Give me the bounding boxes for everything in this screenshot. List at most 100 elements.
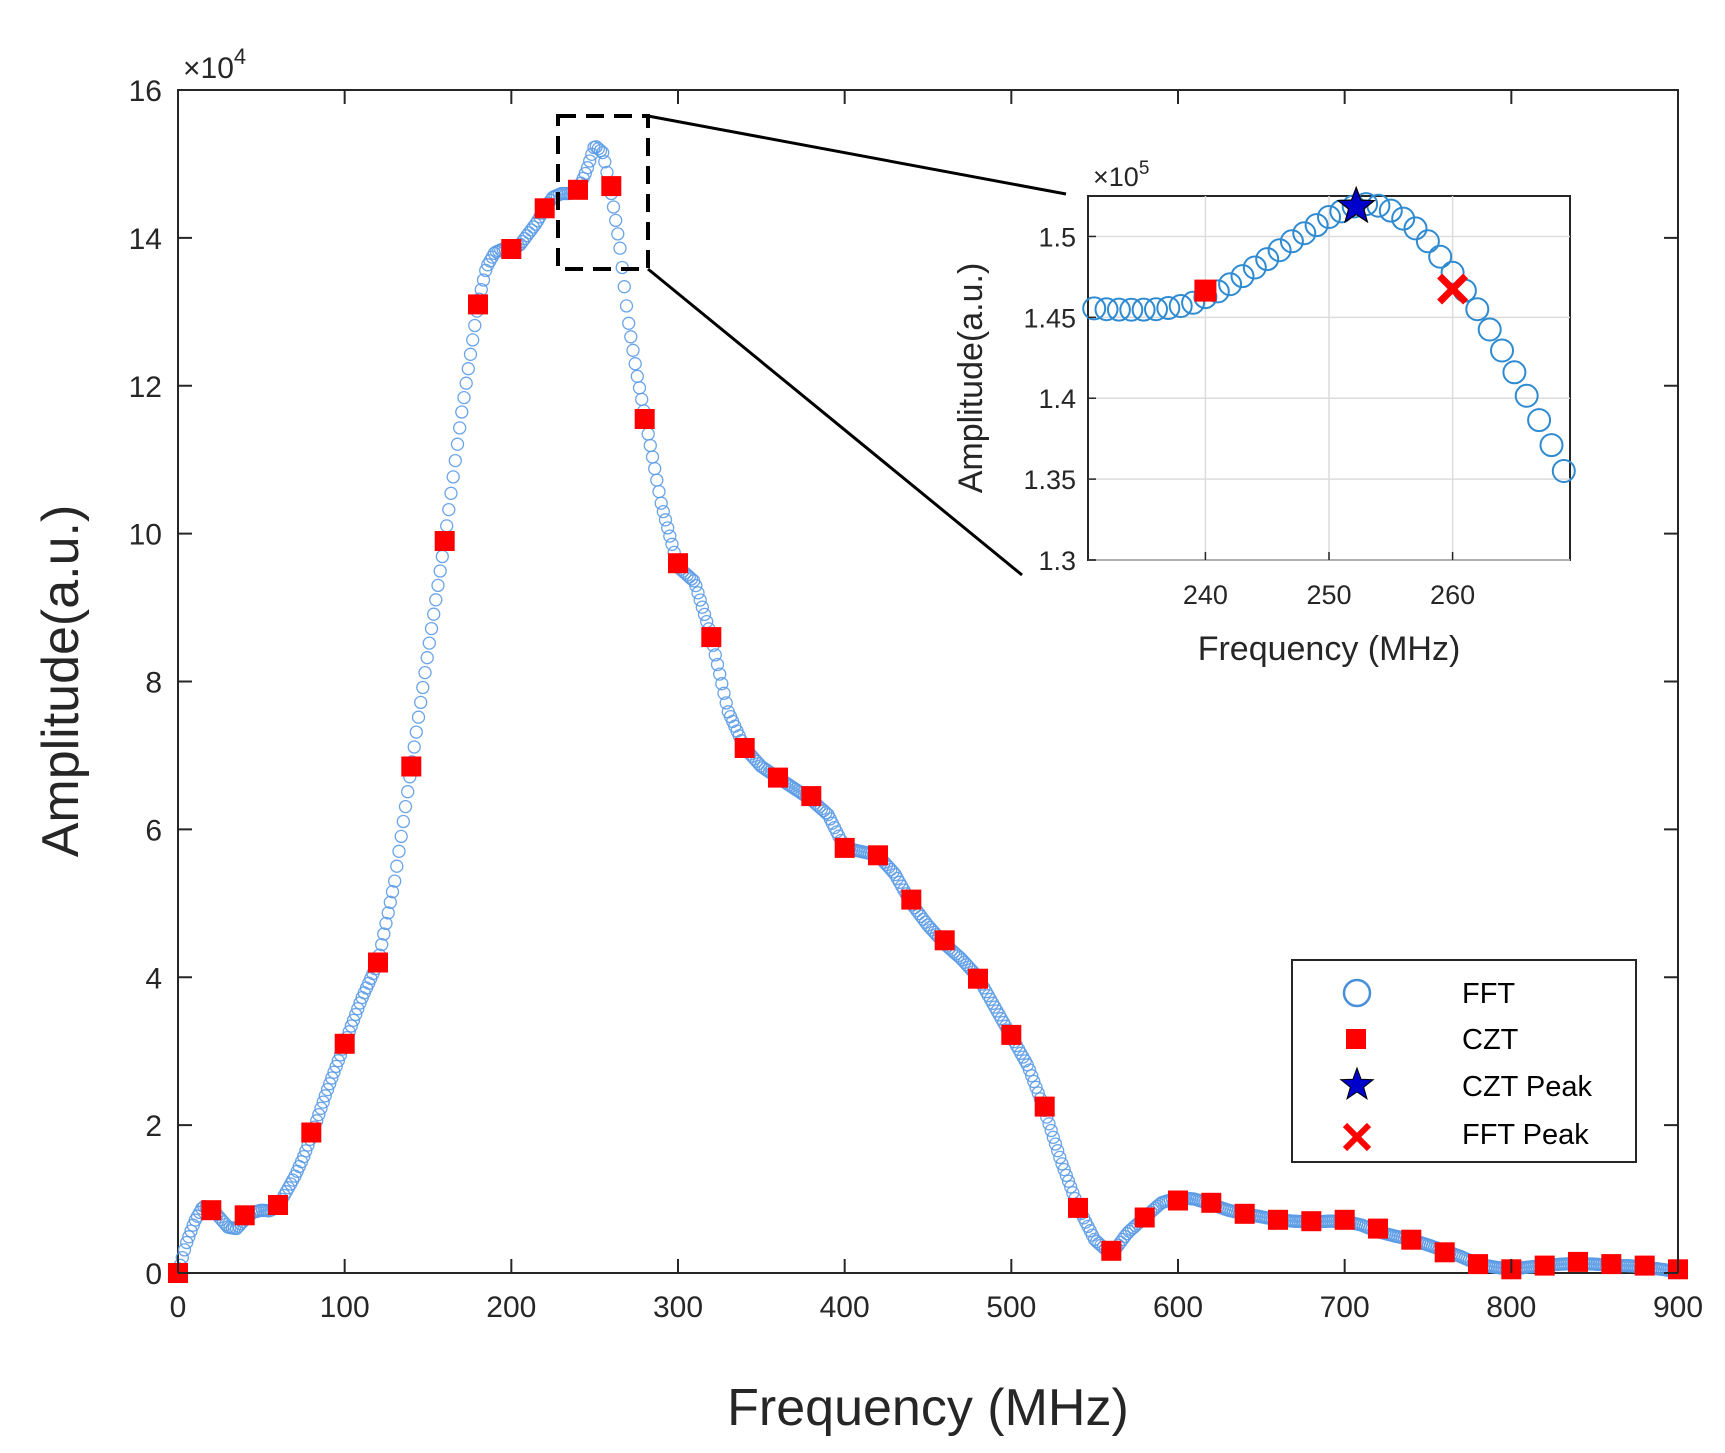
y-tick-label: 6 [145, 814, 162, 847]
fft-marker [463, 347, 478, 361]
inset-fft-marker [1119, 297, 1144, 322]
czt-marker [1468, 1254, 1488, 1275]
fft-marker [420, 651, 434, 665]
fft-marker [580, 161, 595, 175]
inset-fft-marker [1539, 433, 1564, 458]
x-tick-label: 300 [653, 1291, 703, 1324]
czt-marker [534, 198, 555, 219]
inset-fft-marker [1168, 294, 1193, 318]
inset-y-tick-label: 1.45 [1023, 303, 1076, 333]
fft-marker [1048, 1137, 1063, 1151]
fft-marker [416, 680, 430, 695]
inset-fft-marker [1131, 297, 1156, 322]
fft-marker [180, 1235, 194, 1250]
legend-label-czt: CZT [1462, 1024, 1519, 1056]
inset-fft-marker [1304, 213, 1329, 238]
x-tick-label: 100 [320, 1291, 370, 1324]
czt-marker [401, 756, 422, 777]
fft-marker [177, 1243, 192, 1257]
fft-marker [394, 829, 408, 844]
fft-marker [715, 677, 729, 691]
fft-marker [344, 1019, 358, 1033]
fft-marker [325, 1071, 339, 1085]
fft-marker [693, 593, 707, 607]
fft-marker [654, 496, 668, 510]
fft-marker [379, 916, 393, 931]
fft-marker [431, 578, 445, 593]
inset-markers [1194, 185, 1469, 305]
czt-marker [768, 767, 788, 788]
inset-y-axis-title: Amplitude(a.u.) [952, 263, 990, 494]
inset-fft-marker [1181, 290, 1206, 315]
fft-marker [886, 865, 900, 879]
fft-marker [450, 437, 465, 451]
inset-fft-marker [1144, 297, 1168, 322]
inset-fft-marker [1279, 229, 1304, 254]
czt-marker [1068, 1197, 1088, 1218]
fft-marker [1051, 1144, 1065, 1158]
y-tick-label: 0 [145, 1258, 162, 1291]
fft-marker [297, 1149, 311, 1164]
czt-marker [701, 627, 722, 648]
fft-marker [1064, 1180, 1078, 1194]
inset-fft-marker [1465, 297, 1490, 322]
inset-x-tick-label: 250 [1306, 580, 1351, 610]
inset-fft-marker [1255, 247, 1280, 272]
fft-marker [656, 504, 670, 519]
fft-marker [398, 799, 413, 814]
fft-marker [349, 1007, 363, 1022]
fft-marker [1053, 1150, 1067, 1165]
x-tick-label: 400 [820, 1291, 870, 1324]
inset-fft-marker [1514, 383, 1539, 408]
zoom-box [556, 114, 650, 271]
czt-marker [1568, 1251, 1588, 1272]
fft-marker [392, 844, 406, 858]
fft-marker [444, 486, 458, 500]
fft-marker [383, 895, 397, 909]
inset-fft-marker [1415, 229, 1440, 254]
fft-marker [455, 405, 469, 419]
legend-marker-czt [1346, 1029, 1366, 1049]
legend-label-fft-peak: FFT Peak [1462, 1119, 1589, 1151]
inset-x-axis-title: Frequency (MHz) [1198, 630, 1461, 668]
fft-marker [1046, 1130, 1060, 1144]
fft-marker [418, 665, 432, 680]
inset-fft-marker [1403, 216, 1428, 241]
fft-marker [598, 155, 612, 169]
x-tick-label: 0 [170, 1291, 187, 1324]
czt-marker [434, 531, 455, 551]
fft-marker [390, 859, 404, 873]
czt-marker [1334, 1209, 1355, 1230]
inset-y-multiplier: ×105 [1093, 158, 1149, 192]
czt-marker [268, 1195, 288, 1215]
fft-marker [1025, 1069, 1039, 1083]
fft-marker [658, 513, 673, 527]
inset-fft-marker [1477, 317, 1502, 342]
fft-marker [619, 299, 634, 313]
fft-marker [882, 860, 896, 874]
inset-fft-marker [1490, 338, 1514, 363]
czt-marker [334, 1033, 355, 1054]
fft-marker [453, 421, 467, 435]
fft-marker [385, 885, 400, 899]
fft-marker [312, 1107, 326, 1122]
fft-marker [617, 280, 631, 294]
main-czt-series [168, 176, 1688, 1283]
inset-fft-marker [1440, 260, 1465, 285]
czt-marker [468, 294, 488, 315]
fft-marker [1044, 1123, 1058, 1138]
inset-fft-marker [1378, 198, 1403, 223]
fft-marker [628, 357, 642, 371]
fft-marker [710, 657, 725, 672]
fft-marker [446, 470, 460, 484]
fft-marker [613, 241, 627, 255]
czt-marker [934, 930, 955, 951]
fft-marker [476, 273, 491, 287]
fft-marker [1042, 1117, 1056, 1131]
fft-marker [401, 785, 415, 799]
inset-fft-marker [1292, 221, 1317, 246]
czt-marker [601, 176, 622, 197]
inset-y-tick-label: 1.4 [1038, 384, 1076, 414]
fft-marker [884, 862, 898, 877]
fft-marker [314, 1101, 328, 1115]
